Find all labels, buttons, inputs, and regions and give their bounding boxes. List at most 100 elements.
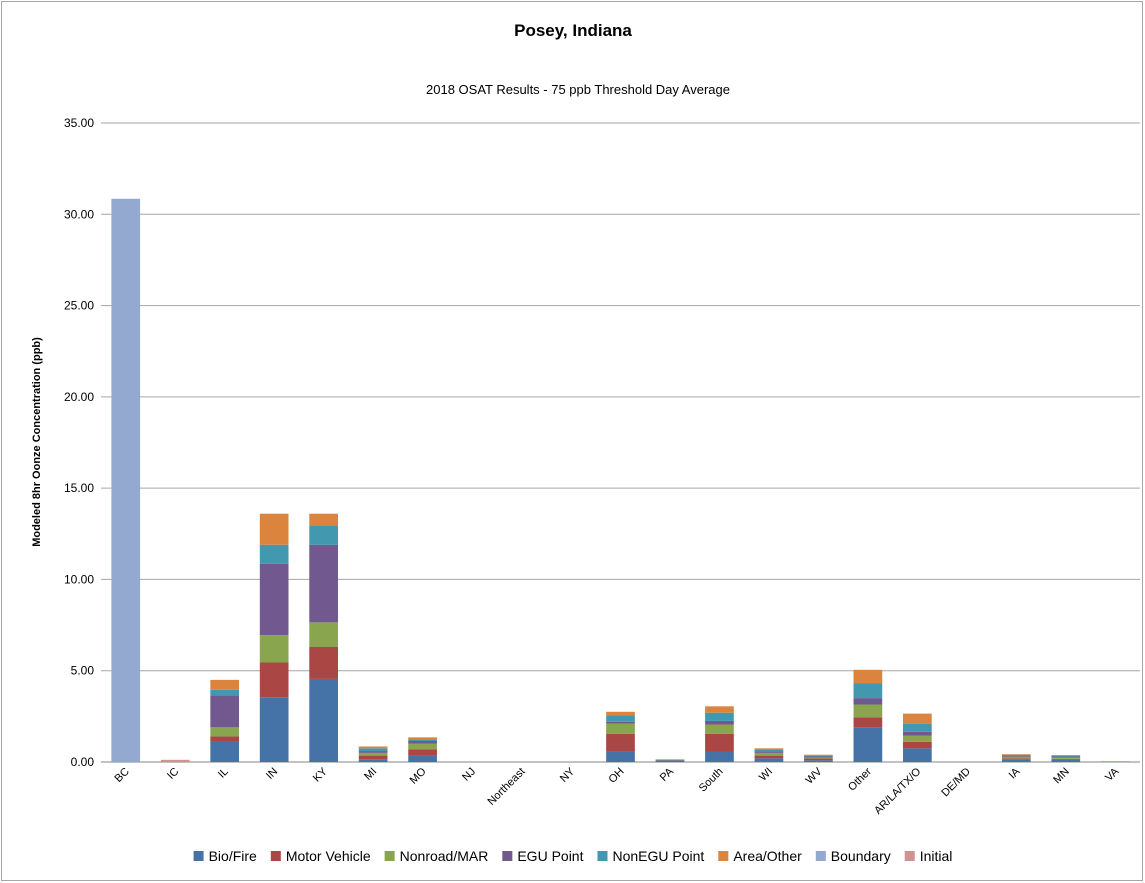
bar-segment xyxy=(1001,754,1031,755)
bar-segment xyxy=(408,749,437,756)
bar-segment xyxy=(408,739,437,742)
bar-segment xyxy=(210,736,240,742)
y-tick-label: 25.00 xyxy=(64,299,94,313)
legend-item: NonEGU Point xyxy=(597,848,704,864)
legend-item: Boundary xyxy=(815,848,891,864)
x-tick-label: IL xyxy=(216,766,231,781)
bar-segment xyxy=(358,759,388,762)
bar-segment xyxy=(408,743,437,750)
bar-segment xyxy=(259,544,289,564)
bar-segment xyxy=(259,563,289,636)
bar-segment xyxy=(853,698,883,705)
legend-swatch xyxy=(904,851,915,861)
x-tick-label: IA xyxy=(1007,765,1023,781)
bar-segment xyxy=(606,751,635,762)
legend-label: Boundary xyxy=(831,848,891,864)
y-tick-labels: 0.00 5.00 10.00 15.00 20.00 25.00 30.00 35.00 xyxy=(64,116,94,769)
bar-segment xyxy=(1051,757,1081,759)
y-tick-label: 20.00 xyxy=(64,390,94,404)
x-tick-label: South xyxy=(697,766,726,795)
bar-segment xyxy=(259,662,289,698)
x-tick-label: NY xyxy=(558,765,578,785)
bar-segment xyxy=(309,646,338,679)
legend-label: Initial xyxy=(920,848,953,864)
bar-segment xyxy=(309,525,338,545)
bar-segment xyxy=(358,746,388,749)
bar-segment xyxy=(903,713,932,724)
x-tick-label: NJ xyxy=(460,766,478,784)
bar-segment xyxy=(309,622,338,647)
legend-label: Motor Vehicle xyxy=(286,848,371,864)
legend-swatch xyxy=(502,851,513,861)
bar-segment xyxy=(804,758,833,761)
bar-segment xyxy=(408,741,437,744)
bar-segment xyxy=(1051,755,1081,756)
bar-segment xyxy=(606,723,635,734)
x-tick-label: WV xyxy=(804,765,825,786)
bar-segment xyxy=(210,695,240,728)
y-tick-label: 0.00 xyxy=(71,755,95,769)
bar-segment xyxy=(754,749,784,752)
bar-segment xyxy=(259,513,289,545)
bar-segment xyxy=(903,748,932,762)
bar-segment xyxy=(705,712,734,721)
bar-segment xyxy=(1051,756,1081,758)
bar-segment xyxy=(853,704,883,718)
y-tick-label: 15.00 xyxy=(64,481,94,495)
bar-segment xyxy=(408,737,437,740)
bar-segment xyxy=(1100,761,1130,762)
legend-label: Bio/Fire xyxy=(209,848,257,864)
legend-item: Motor Vehicle xyxy=(270,848,371,864)
x-tick-label: Other xyxy=(846,765,874,793)
bar-segment xyxy=(259,635,289,663)
gridlines xyxy=(101,122,1140,763)
x-tick-label: AR/LA/TX/O xyxy=(872,765,924,817)
bars xyxy=(111,198,1130,763)
bar-segment xyxy=(903,731,932,736)
bar-segment xyxy=(754,755,784,759)
legend-label: Nonroad/MAR xyxy=(400,848,489,864)
bar-segment xyxy=(606,721,635,724)
bar-segment xyxy=(606,711,635,716)
bar-segment xyxy=(903,723,932,732)
bar-segment xyxy=(309,513,338,526)
legend-item: Bio/Fire xyxy=(193,848,257,864)
bar-segment xyxy=(804,754,833,756)
bar-segment xyxy=(160,759,190,762)
bar-segment xyxy=(705,720,734,725)
bar-segment xyxy=(754,751,784,753)
bar-segment xyxy=(210,679,240,690)
x-tick-label: MN xyxy=(1051,766,1072,787)
legend-swatch xyxy=(718,851,729,861)
bar-segment xyxy=(853,669,883,684)
x-tick-label: PA xyxy=(658,765,677,784)
bar-segment xyxy=(853,683,883,699)
x-tick-label: WI xyxy=(757,766,775,784)
x-tick-label: IN xyxy=(264,766,280,782)
legend-item: Initial xyxy=(904,848,953,864)
bar-segment xyxy=(804,757,833,759)
chart-title: Posey, Indiana xyxy=(514,21,632,40)
legend-swatch xyxy=(270,851,281,861)
bar-segment xyxy=(853,727,883,762)
y-axis-label: Modeled 8hr Oonze Concentration (ppb) xyxy=(31,337,43,547)
chart-subtitle: 2018 OSAT Results - 75 ppb Threshold Day… xyxy=(426,82,730,97)
bar-segment xyxy=(210,727,240,737)
bar-segment xyxy=(655,761,685,763)
legend-label: Area/Other xyxy=(733,848,802,864)
x-tick-label: MO xyxy=(408,765,429,786)
bar-segment xyxy=(754,758,784,762)
legend-swatch xyxy=(193,851,204,861)
legend-swatch xyxy=(384,851,395,861)
y-tick-label: 30.00 xyxy=(64,207,94,221)
bar-segment xyxy=(259,697,289,762)
legend-item: Nonroad/MAR xyxy=(384,848,489,864)
bar-segment xyxy=(1051,759,1081,762)
bar-segment xyxy=(655,760,685,762)
x-tick-label: VA xyxy=(1103,765,1122,784)
bar-segment xyxy=(358,748,388,752)
bar-segment xyxy=(1051,758,1081,760)
x-tick-label: OH xyxy=(606,766,626,786)
legend-swatch xyxy=(597,851,608,861)
bar-segment xyxy=(309,678,338,762)
